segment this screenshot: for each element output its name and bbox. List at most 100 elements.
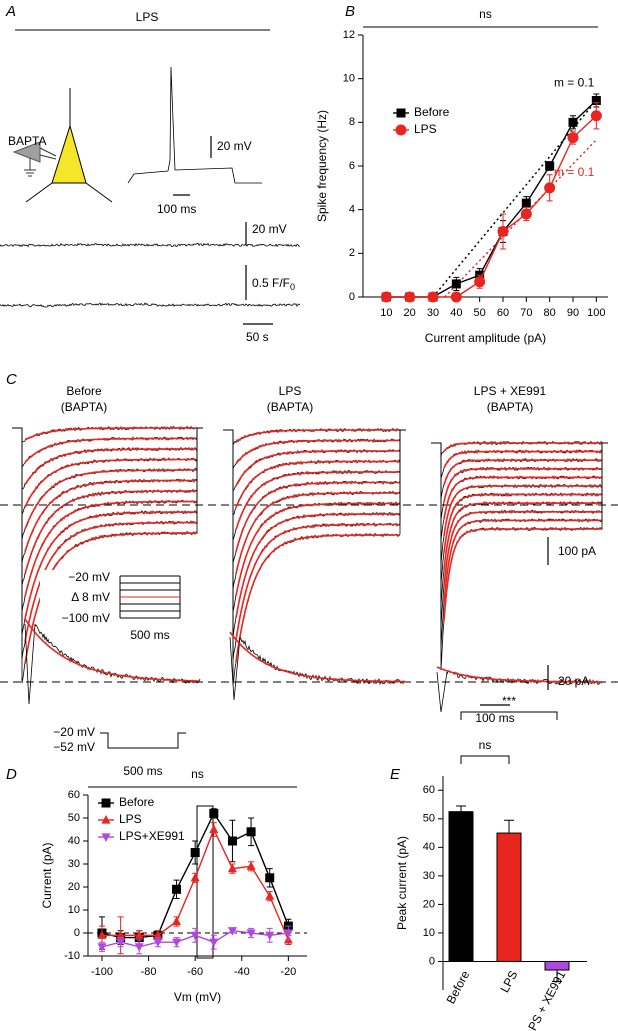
x-axis-label: Vm (mV) [174,990,221,1004]
fit-curve [24,521,198,642]
fit-curve [443,468,602,503]
fit-curve [436,666,602,683]
fit-curve [443,511,602,587]
y-tick-label: 4 [349,204,355,216]
significance-label: ns [479,738,492,752]
x-tick-label: 50 [474,307,486,319]
marker [227,927,237,936]
fit-curve [24,500,197,597]
marker [427,291,439,303]
marker [116,938,126,948]
y-tick-label: 20 [68,881,80,893]
legend-label: Before [119,795,155,809]
protocol-label: 500 ms [130,628,169,642]
x-tick-label: 90 [567,307,579,319]
column-subtitle: (BAPTA) [267,400,313,414]
scale-label-sub: 0 [290,282,295,292]
marker [545,161,555,171]
scale-label: 50 s [246,330,269,344]
y-tick-label: 10 [423,927,435,939]
x-tick-label: 80 [544,307,556,319]
x-tick-label: -20 [280,966,296,978]
current-trace [431,442,608,626]
current-trace [12,427,203,586]
y-tick-label: 60 [423,784,435,796]
marker [497,226,509,237]
membrane-trace [0,242,301,248]
marker [172,916,182,926]
fit-curve [24,437,197,463]
protocol-label: −20 mV [68,570,110,584]
fit-curve [24,511,197,620]
marker [265,891,275,900]
electrode-wire [24,147,57,177]
fit-curve [235,439,400,465]
fit-line [444,139,597,298]
bar [496,832,522,962]
marker [172,938,182,948]
fit-curve [235,471,400,530]
current-trace [223,429,406,590]
x-tick-label: 60 [497,307,509,319]
fit-curve [235,481,400,553]
y-tick-label: 0 [429,955,435,967]
x-tick-label: -100 [91,966,113,978]
column-title: LPS [279,384,302,398]
panel-letter: C [6,371,17,388]
y-tick-label: 40 [423,841,435,853]
panel-letter: E [390,766,401,783]
marker [568,117,578,127]
neuron-soma [51,124,87,184]
fit-label: m = 0.1 [554,165,595,179]
scale-label: 20 mV [252,222,287,236]
panel-letter: D [6,766,17,783]
protocol-label: −20 mV [53,725,95,739]
legend-label: LPS+XE991 [119,829,185,843]
marker [209,808,219,818]
fit-curve [235,513,400,619]
significance-label: *** [502,694,516,708]
protocol-label: 500 ms [123,764,162,778]
marker [172,884,182,894]
panel-c: C Before (BAPTA) LPS (BAPTA) LPS + XE991… [0,371,618,778]
y-tick-label: 30 [68,858,80,870]
fit-curve [229,631,405,683]
chart-title: ns [191,767,204,781]
fit-curve [443,450,602,469]
marker [97,943,107,952]
x-tick-label: 70 [520,307,532,319]
marker [190,931,200,941]
y-tick-label: 12 [343,29,355,41]
marker [153,930,163,939]
scale-label-main: 0.5 F/F [252,276,290,290]
fit-curve [443,493,602,553]
chart-title: ns [479,7,492,21]
fit-curve [443,502,602,570]
panel-a: A LPS BAPTA 20 mV 100 ms 20 mV 0.5 F/F0 … [5,3,295,344]
marker [450,291,462,303]
current-traces [12,425,608,713]
marker [153,938,163,948]
zoom-trace [229,636,406,701]
fit-curve [24,469,197,530]
marker [567,132,579,144]
marker [265,931,275,941]
y-tick-label: 2 [349,247,355,259]
current-trace [223,429,406,541]
series-line [386,115,597,298]
marker [590,110,602,122]
x-tick-label: 40 [450,307,462,319]
x-tick-label: 20 [404,307,416,319]
bar [544,960,570,971]
marker [97,930,107,939]
condition-label: LPS [136,10,159,24]
cell-label: BAPTA [8,134,46,148]
bar [448,811,474,962]
x-tick-label: -80 [141,966,157,978]
legend-label: LPS [119,812,142,826]
fit-curve [235,502,400,596]
step-protocol [100,732,186,749]
y-tick-label: 0 [349,291,355,303]
y-tick-label: 20 [423,898,435,910]
fit-curve [235,460,400,508]
